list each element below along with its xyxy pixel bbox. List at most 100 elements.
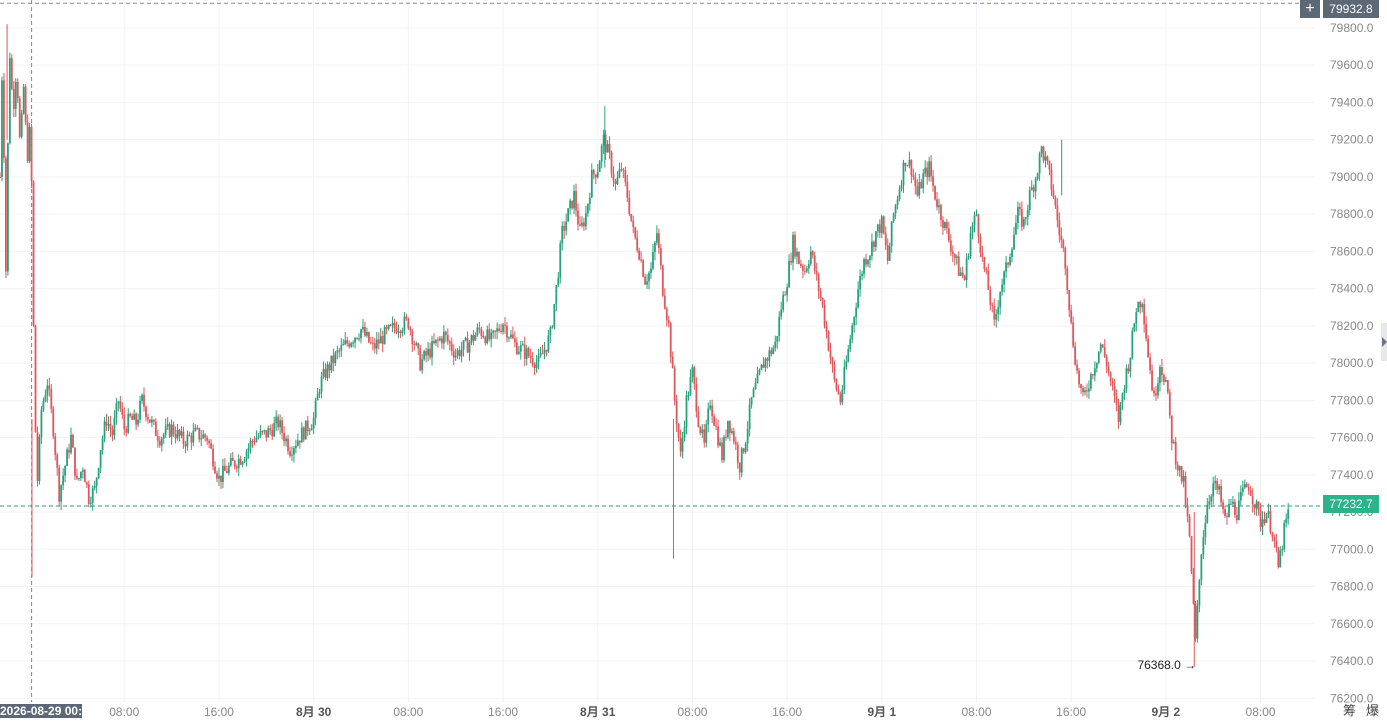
candle-body bbox=[1153, 390, 1155, 394]
candle-body bbox=[922, 173, 925, 189]
candle-body bbox=[533, 364, 536, 369]
candle-body bbox=[575, 190, 577, 211]
candle-body bbox=[125, 429, 128, 433]
candle-body bbox=[472, 335, 475, 341]
candle-body bbox=[606, 144, 609, 153]
candle-body bbox=[839, 393, 842, 403]
candle-body bbox=[979, 236, 982, 254]
candle-body bbox=[1159, 367, 1161, 384]
corner-label-left[interactable]: 筹 bbox=[1343, 703, 1357, 718]
candle-body bbox=[847, 349, 850, 362]
candle-body bbox=[1198, 580, 1201, 606]
candle-body bbox=[1044, 156, 1047, 161]
candle-body bbox=[348, 343, 351, 347]
candle-body bbox=[861, 273, 863, 277]
candle-body bbox=[1172, 441, 1175, 444]
candle-body bbox=[324, 368, 327, 378]
candle-body bbox=[121, 408, 124, 415]
candle-body bbox=[1249, 490, 1252, 496]
y-tick-label: 79800.0 bbox=[1330, 21, 1374, 35]
candle-body bbox=[306, 420, 309, 431]
candle-body bbox=[85, 482, 88, 485]
candle-body bbox=[1194, 603, 1197, 639]
candle-body bbox=[926, 167, 929, 178]
candle-body bbox=[413, 344, 416, 346]
candle-body bbox=[512, 334, 514, 339]
y-tick-label: 79400.0 bbox=[1330, 95, 1374, 109]
candle-body bbox=[936, 199, 938, 208]
candle-body bbox=[383, 327, 386, 345]
candle-body bbox=[650, 268, 652, 273]
candle-body bbox=[551, 326, 554, 328]
candle-body bbox=[561, 225, 564, 244]
candle-body bbox=[908, 159, 911, 166]
candle-body bbox=[166, 423, 169, 427]
candle-body bbox=[1003, 271, 1006, 285]
candle-body bbox=[736, 444, 739, 463]
candle-body bbox=[502, 324, 504, 332]
candle-body bbox=[182, 431, 185, 445]
candle-body bbox=[6, 143, 9, 272]
candle-body bbox=[350, 343, 353, 347]
candle-body bbox=[944, 221, 946, 228]
x-tick-label: 08:00 bbox=[1246, 705, 1276, 718]
candle-body bbox=[871, 241, 873, 256]
candle-body bbox=[231, 457, 234, 461]
y-tick-label: 78600.0 bbox=[1330, 244, 1374, 258]
candle-body bbox=[1235, 515, 1238, 521]
candle-body bbox=[1190, 535, 1193, 573]
candle-body bbox=[971, 224, 974, 234]
candle-body bbox=[1082, 388, 1084, 393]
candle-body bbox=[3, 80, 5, 159]
right-panel-toggle-button[interactable] bbox=[1381, 323, 1387, 361]
candle-body bbox=[654, 242, 656, 253]
x-tick-label: 8月 30 bbox=[296, 705, 332, 718]
candle-body bbox=[87, 484, 90, 504]
candle-body bbox=[344, 340, 347, 345]
candle-body bbox=[618, 169, 621, 178]
candle-body bbox=[387, 325, 390, 329]
candle-body bbox=[456, 350, 459, 356]
candle-body bbox=[837, 389, 840, 394]
candle-body bbox=[825, 325, 828, 332]
candle-body bbox=[594, 174, 597, 178]
candle-body bbox=[1066, 268, 1069, 291]
candle-body bbox=[137, 419, 139, 425]
candle-body bbox=[119, 401, 122, 409]
candle-body bbox=[450, 343, 453, 352]
candle-body bbox=[1241, 487, 1244, 492]
candle-body bbox=[78, 478, 80, 480]
candle-body bbox=[192, 430, 195, 443]
candle-body bbox=[800, 263, 802, 266]
candle-body bbox=[1202, 537, 1205, 555]
candle-body bbox=[127, 413, 130, 433]
candle-body bbox=[403, 316, 406, 331]
candle-body bbox=[1024, 217, 1027, 220]
y-tick-label: 79600.0 bbox=[1330, 58, 1374, 72]
candle-body bbox=[519, 345, 522, 352]
candle-body bbox=[1162, 375, 1165, 382]
candle-body bbox=[1287, 509, 1290, 519]
candle-body bbox=[147, 417, 149, 420]
candle-body bbox=[567, 208, 570, 222]
candle-body bbox=[788, 260, 790, 288]
corner-label-right[interactable]: 爆 bbox=[1366, 703, 1380, 718]
candle-body bbox=[220, 475, 222, 482]
candle-body bbox=[257, 436, 260, 438]
candle-body bbox=[115, 403, 118, 418]
add-alert-plus-button[interactable]: + bbox=[1300, 0, 1320, 18]
candle-body bbox=[873, 241, 875, 247]
low-price-annotation: 76368.0 → bbox=[1137, 658, 1196, 672]
candle-body bbox=[738, 462, 741, 473]
y-tick-label: 78800.0 bbox=[1330, 207, 1374, 221]
candle-body bbox=[529, 356, 532, 359]
candle-body bbox=[369, 342, 372, 344]
candle-body bbox=[1048, 160, 1051, 170]
candle-body bbox=[539, 353, 542, 356]
candle-body bbox=[596, 171, 599, 178]
candle-body bbox=[184, 444, 187, 447]
candle-body bbox=[36, 432, 39, 481]
candle-body bbox=[229, 457, 232, 466]
